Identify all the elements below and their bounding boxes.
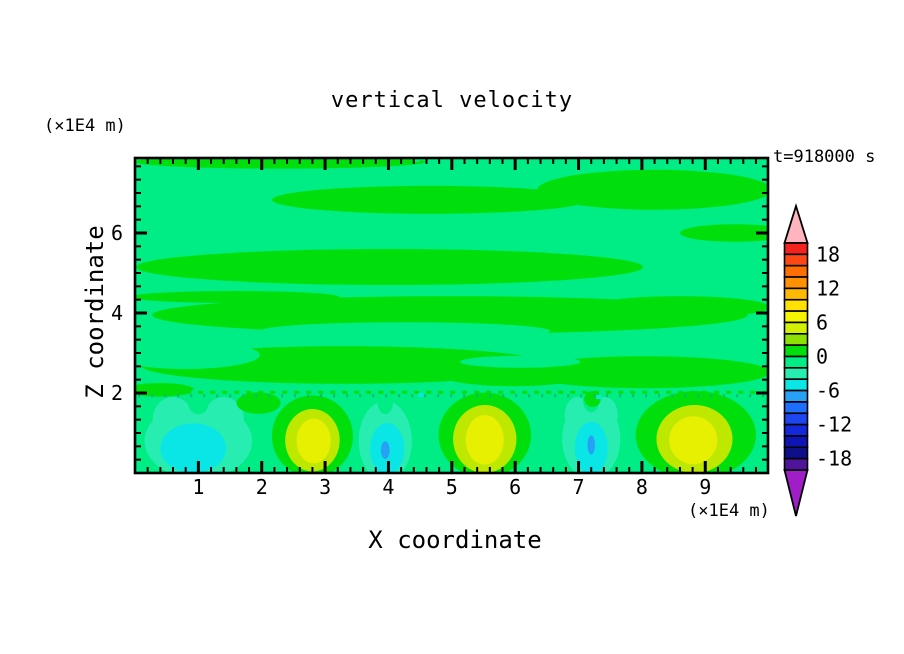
x-tick-label: 3	[319, 475, 331, 499]
colorbar-cell	[783, 321, 809, 335]
contour-region	[135, 383, 195, 397]
x-tick-label: 2	[256, 475, 268, 499]
contour-region	[296, 418, 331, 464]
colorbar-cell	[783, 412, 809, 426]
contour-region	[259, 322, 551, 340]
contour-region	[136, 249, 644, 285]
colorbar-over-arrow	[783, 202, 809, 244]
colorbar-label: 6	[816, 310, 828, 334]
x-axis-title: X coordinate	[368, 526, 542, 554]
contour-region	[679, 224, 768, 242]
x-tick-label: 9	[699, 475, 711, 499]
colorbar-under-arrow	[783, 469, 809, 517]
colorbar-cell	[783, 253, 809, 267]
contour-region	[460, 355, 581, 368]
colorbar-label: -6	[816, 379, 840, 403]
contour-speck	[418, 393, 424, 397]
colorbar-label: -12	[816, 413, 852, 437]
x-tick-label: 5	[446, 475, 458, 499]
contour-speck	[596, 395, 602, 399]
colorbar-label: 0	[816, 345, 828, 369]
contour-region	[537, 169, 768, 210]
colorbar-cell	[783, 446, 809, 460]
contour-region	[589, 296, 768, 318]
colorbar: 18 12 6 0 -6 -12 -18	[783, 202, 852, 517]
contour-region	[443, 366, 583, 387]
x-tick-label: 1	[192, 475, 204, 499]
colorbar-cell	[783, 389, 809, 403]
contour-field	[135, 158, 768, 473]
contour-region	[135, 158, 426, 169]
plot-title: vertical velocity	[330, 88, 574, 113]
contour-region	[554, 333, 768, 355]
z-axis-unit-label: (×1E4 m)	[44, 116, 126, 136]
axis-ticks	[135, 158, 768, 473]
colorbar-cell	[783, 310, 809, 324]
contour-region	[271, 185, 589, 214]
contour-region	[669, 416, 718, 465]
colorbar-cell	[783, 264, 809, 278]
colorbar-cell	[783, 401, 809, 415]
x-tick-label: 8	[636, 475, 648, 499]
contour-region	[520, 356, 768, 389]
colorbar-cell	[783, 287, 809, 301]
z-tick-label: 4	[111, 301, 123, 325]
colorbar-cell	[783, 344, 809, 358]
x-tick-label: 4	[382, 475, 394, 499]
contour-region	[135, 341, 260, 369]
colorbar-cell	[783, 378, 809, 392]
z-tick-label: 6	[111, 221, 123, 245]
colorbar-cell	[783, 298, 809, 312]
contour-region	[587, 435, 596, 455]
colorbar-cell	[783, 242, 809, 256]
colorbar-cell	[783, 435, 809, 449]
z-tick-label: 2	[111, 381, 123, 405]
colorbar-cell	[783, 457, 809, 471]
colorbar-cell	[783, 276, 809, 290]
contour-region	[377, 391, 393, 415]
contour-region	[564, 397, 590, 433]
x-tick-label: 7	[573, 475, 585, 499]
contour-region	[592, 397, 618, 433]
time-annotation: t=918000 s	[773, 147, 876, 167]
contour-region	[160, 423, 227, 473]
colorbar-label: -18	[816, 447, 852, 471]
x-tick-label: 6	[509, 475, 521, 499]
colorbar-cell	[783, 355, 809, 369]
colorbar-cell	[783, 423, 809, 437]
colorbar-label: 18	[816, 242, 840, 266]
colorbar-cell	[783, 367, 809, 381]
contour-region	[465, 415, 504, 465]
contour-region	[380, 441, 390, 460]
colorbar-label: 12	[816, 276, 840, 300]
contour-region	[236, 392, 281, 414]
colorbar-cell	[783, 332, 809, 346]
x-axis-unit-label: (×1E4 m)	[688, 501, 770, 521]
